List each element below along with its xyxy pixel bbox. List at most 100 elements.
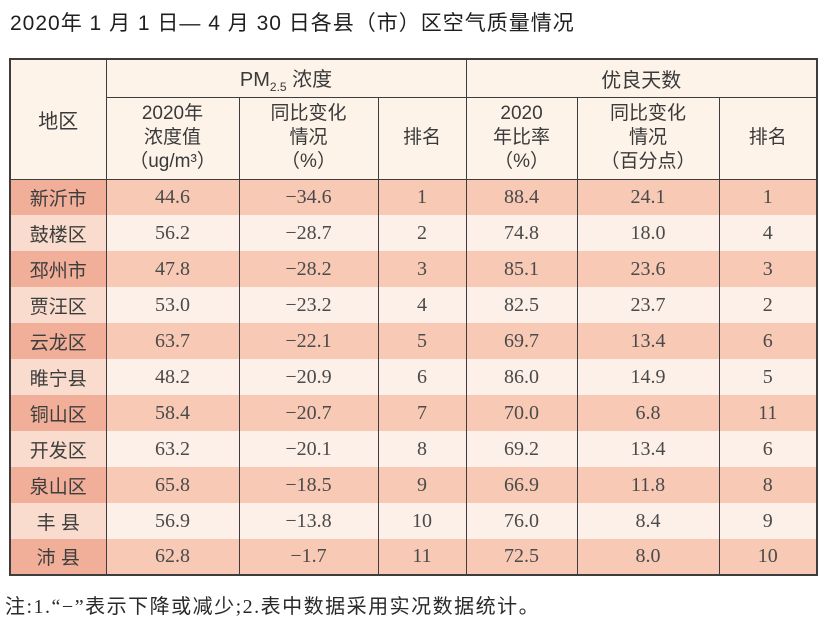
table-row: 贾汪区 53.0 −23.2 4 82.5 23.7 2	[9, 287, 818, 323]
good-change-cell: 11.8	[576, 467, 720, 503]
pm-change-cell: −28.7	[238, 215, 379, 251]
table-row: 新沂市 44.6 −34.6 1 88.4 24.1 1	[9, 179, 818, 215]
region-cell: 丰 县	[9, 503, 107, 539]
header-region: 地区	[9, 59, 107, 180]
page-title: 2020年 1 月 1 日— 4 月 30 日各县（市）区空气质量情况	[10, 12, 575, 35]
pm-rank-cell: 10	[377, 503, 467, 539]
good-change-cell: 23.7	[576, 287, 720, 323]
good-ratio-cell: 70.0	[465, 395, 578, 431]
table-footnote: 注:1.“−”表示下降或减少;2.表中数据采用实况数据统计。	[5, 596, 541, 618]
good-rank-cell: 4	[718, 215, 818, 251]
header-group-pm25: PM2.5 浓度	[105, 59, 467, 98]
good-ratio-cell: 85.1	[465, 251, 578, 287]
header-good-change: 同比变化 情况 （百分点）	[576, 97, 720, 180]
region-cell: 铜山区	[9, 395, 107, 431]
pm-change-cell: −20.9	[238, 359, 379, 395]
good-change-cell: 6.8	[576, 395, 720, 431]
table-row: 沛 县 62.8 −1.7 11 72.5 8.0 10	[9, 539, 818, 575]
table-row: 铜山区 58.4 −20.7 7 70.0 6.8 11	[9, 395, 818, 431]
good-rank-cell: 2	[718, 287, 818, 323]
good-ratio-cell: 72.5	[465, 539, 578, 575]
pm-value-cell: 56.2	[105, 215, 240, 251]
table-row: 丰 县 56.9 −13.8 10 76.0 8.4 9	[9, 503, 818, 539]
region-cell: 新沂市	[9, 179, 107, 215]
pm-value-cell: 53.0	[105, 287, 240, 323]
header-sub-row: 2020年 浓度值 （ug/m³） 同比变化 情况 （%） 排名 2020 年比…	[10, 97, 818, 180]
region-cell: 鼓楼区	[9, 215, 107, 251]
good-ratio-cell: 82.5	[465, 287, 578, 323]
pm-value-cell: 44.6	[105, 179, 240, 215]
table-row: 开发区 63.2 −20.1 8 69.2 13.4 6	[9, 431, 818, 467]
good-rank-cell: 5	[718, 359, 818, 395]
good-change-cell: 13.4	[576, 431, 720, 467]
pm-change-cell: −22.1	[238, 323, 379, 359]
pm-change-cell: −28.2	[238, 251, 379, 287]
pm-value-cell: 58.4	[105, 395, 240, 431]
header-good-ratio: 2020 年比率 （%）	[465, 97, 578, 180]
header-group-row: 地区 PM2.5 浓度 优良天数	[9, 59, 818, 180]
region-cell: 泉山区	[9, 467, 107, 503]
header-group-good-days: 优良天数	[465, 59, 818, 98]
pm-change-cell: −23.2	[238, 287, 379, 323]
good-change-cell: 23.6	[576, 251, 720, 287]
pm-rank-cell: 3	[377, 251, 467, 287]
pm-value-cell: 47.8	[105, 251, 240, 287]
pm-rank-cell: 7	[377, 395, 467, 431]
region-cell: 贾汪区	[9, 287, 107, 323]
pm-change-cell: −1.7	[238, 539, 379, 575]
good-rank-cell: 11	[718, 395, 818, 431]
good-rank-cell: 8	[718, 467, 818, 503]
header-pm-value: 2020年 浓度值 （ug/m³）	[105, 97, 240, 180]
pm-value-cell: 56.9	[105, 503, 240, 539]
header-pm-rank: 排名	[377, 97, 467, 180]
pm-rank-cell: 2	[377, 215, 467, 251]
good-ratio-cell: 86.0	[465, 359, 578, 395]
pm-subscript: 2.5	[269, 79, 287, 94]
pm-rank-cell: 11	[377, 539, 467, 575]
pm-value-cell: 48.2	[105, 359, 240, 395]
good-rank-cell: 3	[718, 251, 818, 287]
good-change-cell: 8.0	[576, 539, 720, 575]
pm-label: PM	[239, 68, 270, 91]
good-ratio-cell: 74.8	[465, 215, 578, 251]
pm-change-cell: −18.5	[238, 467, 379, 503]
good-change-cell: 14.9	[576, 359, 720, 395]
region-cell: 开发区	[9, 431, 107, 467]
good-ratio-cell: 66.9	[465, 467, 578, 503]
good-change-cell: 13.4	[576, 323, 720, 359]
pm-change-cell: −20.1	[238, 431, 379, 467]
air-quality-table: 地区 PM2.5 浓度 优良天数 2020年 浓度值 （ug/m³） 同比变化 …	[9, 58, 819, 576]
table-row: 泉山区 65.8 −18.5 9 66.9 11.8 8	[9, 467, 818, 503]
pm-label-suffix: 浓度	[286, 68, 333, 91]
pm-change-cell: −20.7	[238, 395, 379, 431]
good-ratio-cell: 69.2	[465, 431, 578, 467]
pm-value-cell: 63.2	[105, 431, 240, 467]
good-rank-cell: 6	[718, 323, 818, 359]
table-row: 鼓楼区 56.2 −28.7 2 74.8 18.0 4	[9, 215, 818, 251]
good-rank-cell: 6	[718, 431, 818, 467]
good-rank-cell: 1	[718, 179, 818, 215]
region-cell: 云龙区	[9, 323, 107, 359]
table-row: 邳州市 47.8 −28.2 3 85.1 23.6 3	[9, 251, 818, 287]
table-row: 云龙区 63.7 −22.1 5 69.7 13.4 6	[9, 323, 818, 359]
pm-change-cell: −13.8	[238, 503, 379, 539]
good-ratio-cell: 76.0	[465, 503, 578, 539]
region-cell: 沛 县	[9, 539, 107, 575]
pm-value-cell: 62.8	[105, 539, 240, 575]
pm-value-cell: 65.8	[105, 467, 240, 503]
good-ratio-cell: 69.7	[465, 323, 578, 359]
pm-rank-cell: 6	[377, 359, 467, 395]
pm-rank-cell: 4	[377, 287, 467, 323]
header-pm-change: 同比变化 情况 （%）	[238, 97, 379, 180]
pm-change-cell: −34.6	[238, 179, 379, 215]
good-change-cell: 24.1	[576, 179, 720, 215]
good-rank-cell: 9	[718, 503, 818, 539]
pm-rank-cell: 5	[377, 323, 467, 359]
pm-rank-cell: 9	[377, 467, 467, 503]
good-change-cell: 18.0	[576, 215, 720, 251]
good-ratio-cell: 88.4	[465, 179, 578, 215]
pm-rank-cell: 8	[377, 431, 467, 467]
good-rank-cell: 10	[718, 539, 818, 575]
region-cell: 睢宁县	[9, 359, 107, 395]
good-change-cell: 8.4	[576, 503, 720, 539]
